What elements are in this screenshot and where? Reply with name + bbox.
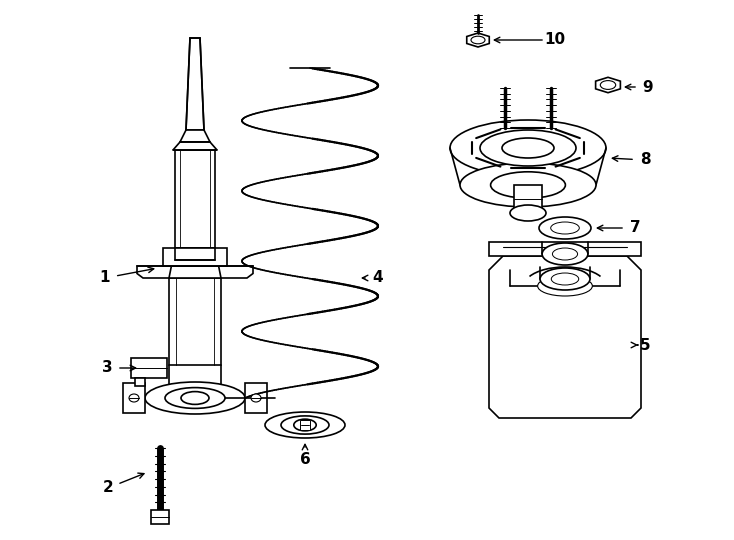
Ellipse shape (181, 392, 209, 404)
Bar (123, 383, 145, 413)
Text: 2: 2 (103, 481, 113, 496)
Bar (169, 278, 221, 365)
Ellipse shape (129, 394, 139, 402)
Text: 9: 9 (643, 79, 653, 94)
Ellipse shape (294, 419, 316, 431)
Text: 5: 5 (640, 338, 650, 353)
Ellipse shape (251, 394, 261, 402)
Ellipse shape (490, 172, 565, 198)
Ellipse shape (502, 138, 554, 158)
Text: 10: 10 (545, 32, 566, 48)
Ellipse shape (281, 416, 329, 434)
Ellipse shape (471, 36, 485, 44)
Text: 7: 7 (630, 220, 640, 235)
Ellipse shape (600, 80, 616, 90)
Ellipse shape (165, 388, 225, 408)
Ellipse shape (265, 412, 345, 438)
Bar (135, 378, 145, 386)
Polygon shape (173, 142, 217, 150)
Text: 3: 3 (102, 361, 112, 375)
Ellipse shape (539, 217, 591, 239)
Ellipse shape (553, 248, 578, 260)
Ellipse shape (551, 273, 578, 285)
Ellipse shape (510, 205, 546, 221)
Ellipse shape (450, 120, 606, 176)
Bar (131, 358, 167, 378)
Bar (175, 150, 215, 248)
Polygon shape (163, 248, 227, 266)
Bar (514, 185, 542, 213)
Text: 1: 1 (100, 271, 110, 286)
Text: 6: 6 (299, 453, 310, 468)
Ellipse shape (537, 276, 592, 296)
Ellipse shape (460, 163, 596, 207)
Polygon shape (186, 38, 204, 130)
Polygon shape (595, 77, 620, 93)
Polygon shape (467, 33, 490, 47)
Polygon shape (175, 248, 215, 260)
Ellipse shape (550, 222, 579, 234)
Text: 4: 4 (373, 271, 383, 286)
Text: 8: 8 (640, 152, 650, 167)
Bar (300, 421, 310, 429)
Ellipse shape (540, 268, 590, 290)
Polygon shape (489, 256, 641, 418)
Bar (489, 242, 641, 256)
Ellipse shape (480, 130, 576, 166)
Polygon shape (180, 130, 210, 142)
Ellipse shape (542, 243, 588, 265)
Ellipse shape (145, 382, 245, 414)
Polygon shape (137, 266, 253, 278)
Polygon shape (151, 510, 169, 524)
Bar (245, 383, 267, 413)
